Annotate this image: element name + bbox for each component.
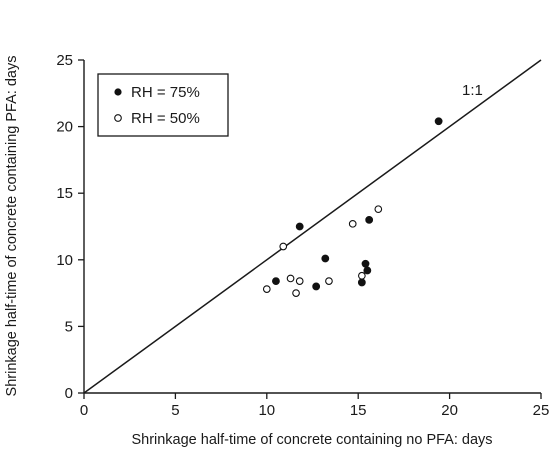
data-point-rh50 bbox=[374, 205, 383, 214]
data-point-rh75 bbox=[434, 117, 443, 126]
reference-line-label: 1:1 bbox=[462, 82, 483, 99]
data-point-rh50 bbox=[358, 271, 366, 280]
y-tick-label: 10 bbox=[56, 252, 73, 269]
legend-label-rh50: RH = 50% bbox=[131, 110, 200, 127]
y-tick-label: 25 bbox=[56, 52, 73, 69]
data-point-rh50 bbox=[295, 277, 304, 285]
legend: RH = 75% RH = 50% bbox=[97, 73, 229, 137]
x-tick-label: 5 bbox=[171, 402, 179, 419]
x-tick-label: 0 bbox=[80, 402, 88, 419]
data-point-rh50 bbox=[325, 277, 333, 285]
data-point-rh50 bbox=[348, 219, 357, 228]
y-tick-label: 0 bbox=[65, 385, 73, 402]
data-point-rh75 bbox=[361, 259, 370, 268]
legend-box bbox=[97, 73, 229, 137]
y-axis-title: Shrinkage half-time of concrete containi… bbox=[4, 56, 20, 397]
data-point-rh75 bbox=[295, 222, 304, 231]
data-point-rh50 bbox=[262, 285, 271, 293]
data-point-rh75 bbox=[363, 266, 372, 275]
x-axis-title: Shrinkage half-time of concrete containi… bbox=[131, 432, 492, 448]
legend-marker-filled bbox=[114, 88, 122, 96]
legend-marker-open bbox=[114, 114, 122, 122]
y-tick-label: 20 bbox=[56, 119, 73, 136]
data-point-rh50 bbox=[286, 274, 295, 283]
data-points bbox=[262, 117, 443, 297]
data-point-rh50 bbox=[279, 242, 288, 251]
y-tick-label: 15 bbox=[56, 185, 73, 202]
y-tick-label: 5 bbox=[65, 318, 73, 335]
x-tick-label: 20 bbox=[441, 402, 458, 419]
reference-line-1-1 bbox=[83, 59, 542, 394]
legend-label-rh75: RH = 75% bbox=[131, 84, 200, 101]
axes bbox=[83, 60, 541, 394]
data-point-rh75 bbox=[312, 282, 321, 291]
x-ticks: 0 5 10 15 20 25 bbox=[80, 393, 550, 419]
x-tick-label: 15 bbox=[350, 402, 367, 419]
data-point-rh75 bbox=[272, 277, 280, 286]
x-tick-label: 25 bbox=[533, 402, 550, 419]
x-tick-label: 10 bbox=[258, 402, 275, 419]
data-point-rh75 bbox=[357, 278, 366, 287]
y-ticks: 0 5 10 15 20 25 bbox=[56, 52, 84, 402]
data-point-rh75 bbox=[365, 215, 374, 224]
data-point-rh75 bbox=[321, 254, 330, 263]
data-point-rh50 bbox=[292, 289, 300, 297]
